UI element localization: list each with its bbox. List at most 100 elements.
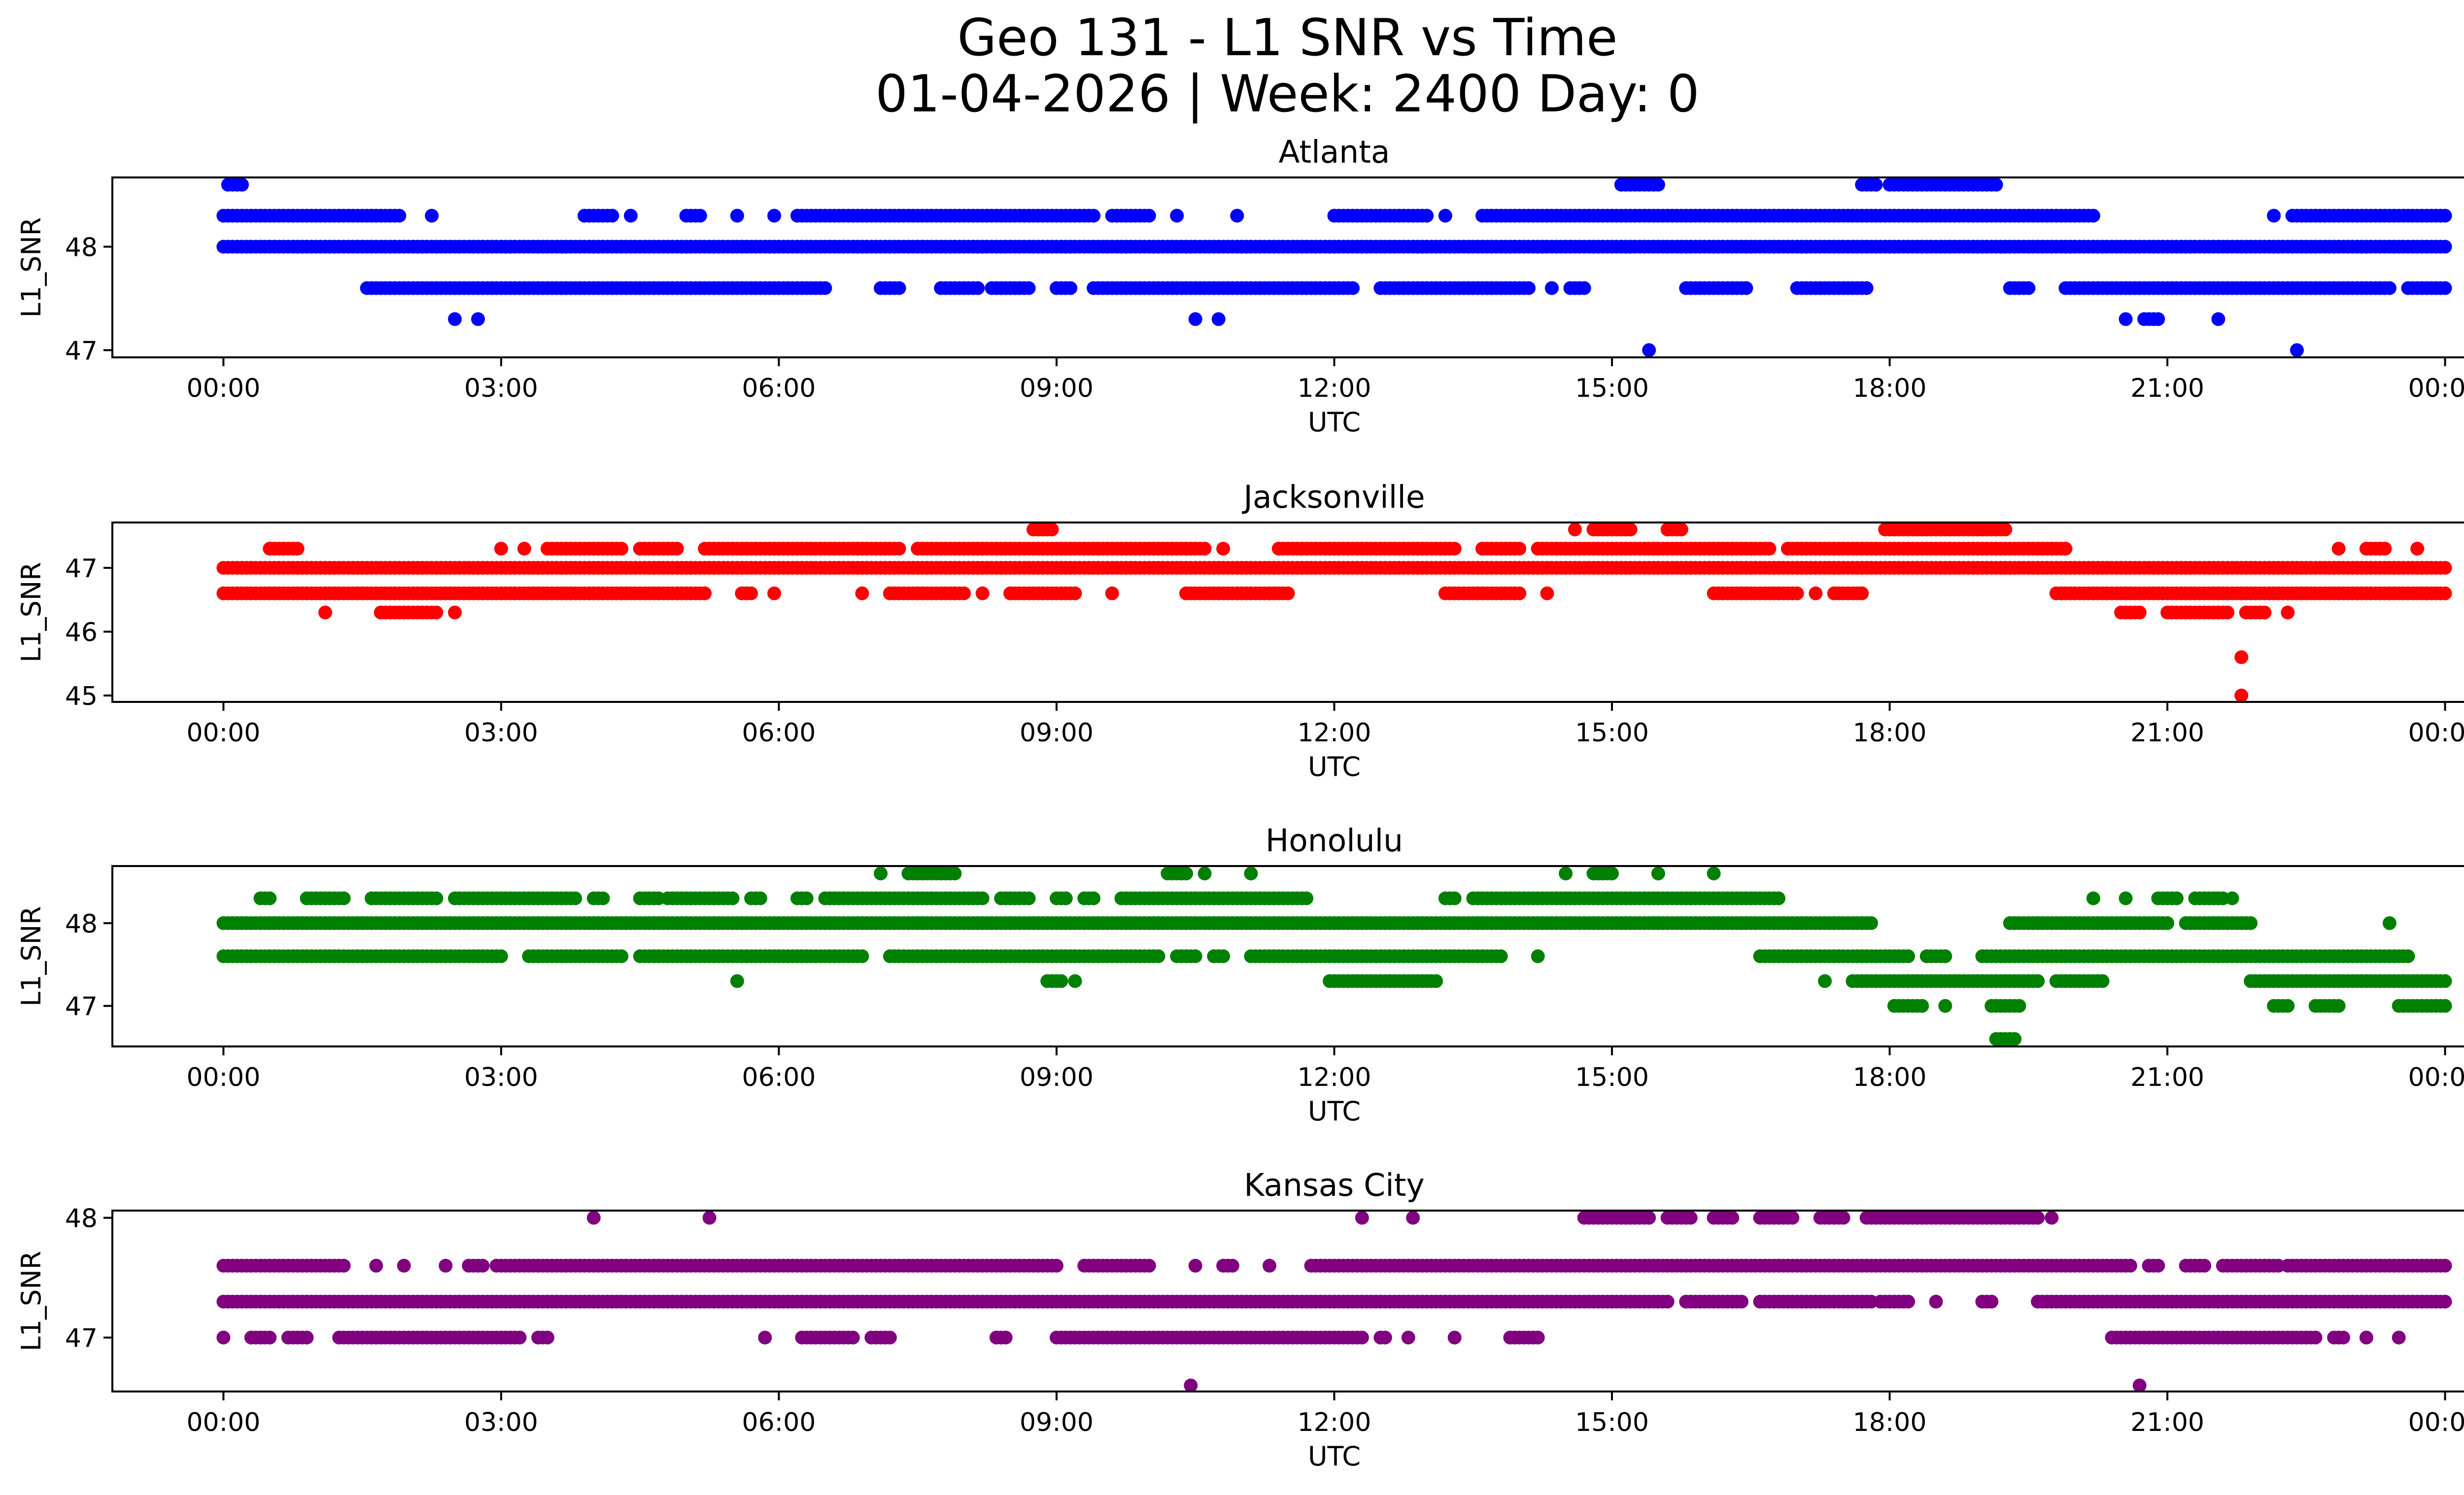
data-point: [1216, 949, 1231, 963]
x-tick-label: 06:00: [742, 1063, 816, 1092]
data-point: [2197, 1258, 2212, 1273]
x-tick-label: 03:00: [464, 374, 538, 403]
data-point: [586, 1211, 601, 1225]
data-point: [2119, 312, 2133, 326]
x-tick-label: 06:00: [742, 1408, 816, 1437]
y-tick-label: 47: [65, 554, 98, 584]
x-axis-label: UTC: [1308, 1441, 1361, 1472]
data-point: [476, 1258, 490, 1273]
y-tick-label: 45: [65, 682, 98, 711]
data-point: [2132, 1378, 2147, 1391]
data-point: [448, 312, 462, 326]
data-point: [2021, 281, 2036, 295]
data-point: [670, 542, 684, 556]
x-tick-label: 15:00: [1575, 1408, 1649, 1437]
data-point: [471, 312, 485, 326]
data-point: [1401, 1330, 1415, 1345]
data-point: [998, 1330, 1013, 1345]
data-point: [1531, 949, 1545, 963]
y-tick-label: 47: [65, 336, 98, 366]
data-point: [540, 1330, 554, 1345]
data-point: [2008, 1032, 2022, 1046]
data-point: [1735, 1294, 1748, 1309]
data-point: [1447, 1330, 1462, 1345]
data-point: [2225, 891, 2239, 905]
data-point: [2382, 281, 2396, 295]
data-point: [1683, 1211, 1698, 1225]
x-tick-label: 09:00: [1020, 1408, 1094, 1437]
data-point: [975, 891, 990, 905]
data-point: [2392, 1330, 2406, 1345]
data-point: [1531, 1330, 1545, 1345]
y-axis-label: L1_SNR: [16, 562, 47, 662]
y-axis-label: L1_SNR: [16, 906, 47, 1007]
y-axis-label: L1_SNR: [16, 217, 47, 318]
data-point: [1938, 949, 1952, 963]
data-point: [883, 1330, 897, 1345]
data-point: [971, 281, 985, 295]
data-point: [2438, 561, 2452, 575]
subplot-title: Atlanta: [1278, 134, 1390, 170]
data-point: [337, 1258, 351, 1273]
data-point: [263, 1330, 277, 1345]
x-tick-label: 09:00: [1020, 718, 1094, 748]
data-point: [1244, 867, 1258, 881]
x-tick-label: 06:00: [742, 374, 816, 403]
data-point: [1063, 281, 1078, 295]
data-point: [1790, 586, 1804, 600]
x-tick-label: 06:00: [742, 718, 816, 748]
data-point: [1512, 542, 1527, 556]
data-point: [2438, 586, 2452, 600]
data-point: [855, 586, 869, 600]
x-tick-label: 12:00: [1298, 1408, 1371, 1437]
data-point: [1623, 522, 1638, 537]
x-tick-label: 03:00: [464, 1408, 538, 1437]
data-point: [1577, 281, 1591, 295]
data-point: [1985, 1294, 1999, 1309]
data-point: [235, 177, 249, 192]
data-point: [2221, 605, 2235, 620]
y-tick-label: 47: [65, 1324, 98, 1354]
subplot-title: Jacksonville: [1241, 479, 1425, 515]
data-point: [1022, 281, 1036, 295]
data-point: [1544, 281, 1559, 295]
data-point: [615, 949, 629, 963]
x-tick-label: 03:00: [464, 718, 538, 748]
data-point: [2336, 1330, 2350, 1345]
data-point: [1170, 209, 1184, 223]
data-point: [1355, 1211, 1369, 1225]
data-points: [216, 522, 2452, 702]
data-point: [957, 586, 971, 600]
data-point: [1901, 949, 1916, 963]
axes-frame: [111, 176, 2464, 358]
x-tick-label: 00:00: [186, 718, 260, 748]
data-point: [1198, 867, 1212, 881]
x-tick-label: 18:00: [1853, 1063, 1927, 1092]
data-point: [1068, 586, 1082, 600]
data-point: [1225, 1258, 1239, 1273]
data-point: [1188, 312, 1202, 326]
data-point: [397, 1258, 411, 1273]
data-point: [1725, 1211, 1740, 1225]
data-point: [494, 949, 508, 963]
data-point: [1785, 1211, 1800, 1225]
data-point: [1151, 949, 1165, 963]
x-axis-label: UTC: [1308, 751, 1361, 782]
data-point: [2151, 312, 2165, 326]
data-point: [2031, 974, 2045, 988]
data-point: [513, 1330, 527, 1345]
data-point: [758, 1330, 772, 1345]
data-point: [263, 891, 277, 905]
data-point: [1869, 177, 1883, 192]
data-point: [439, 1258, 453, 1273]
data-point: [1346, 281, 1360, 295]
data-point: [2012, 999, 2026, 1013]
subplot-title: Kansas City: [1244, 1167, 1425, 1203]
data-point: [2123, 1258, 2137, 1273]
data-point: [948, 867, 962, 881]
x-tick-label: 00:00: [2408, 374, 2464, 403]
data-point: [698, 586, 712, 600]
data-point: [1022, 891, 1036, 905]
x-tick-label: 18:00: [1853, 1408, 1927, 1437]
